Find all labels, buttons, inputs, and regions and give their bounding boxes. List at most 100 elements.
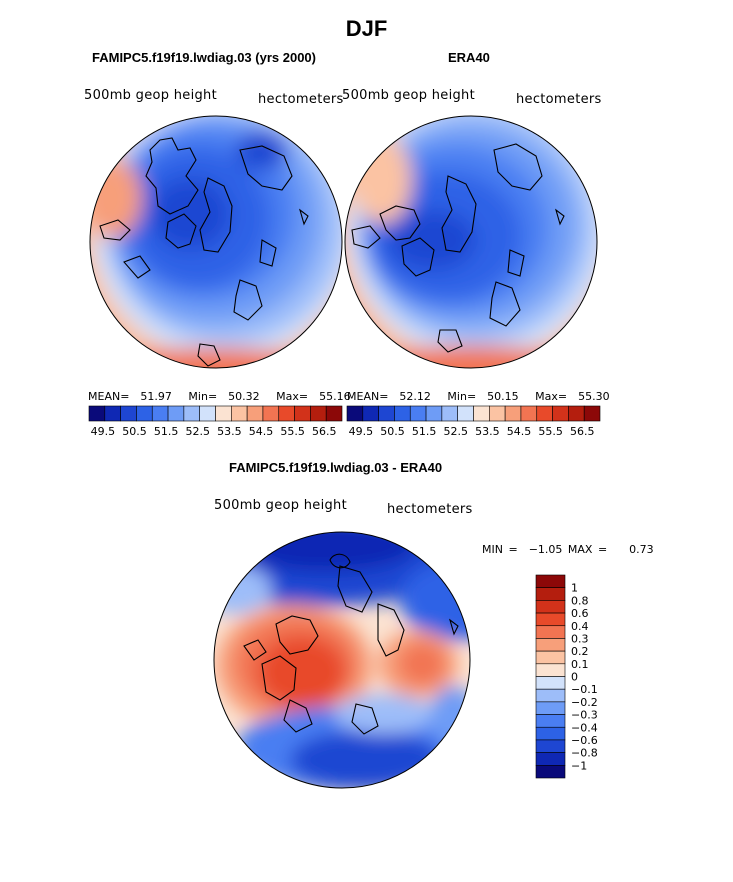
diff-colorbar-tick-label: 0 (571, 671, 578, 684)
diff-map (213, 531, 471, 789)
diff-max-value: 0.73 (629, 543, 654, 556)
diff-colorbar-swatch (535, 701, 566, 715)
obs-colorbar-tick-label: 50.5 (380, 425, 405, 438)
model-colorbar-tick-label: 49.5 (91, 425, 116, 438)
model-stats: MEAN= 51.97 Min= 50.32 Max= 55.16 (88, 390, 351, 403)
diff-colorbar-swatch (535, 765, 566, 779)
obs-colorbar-swatch (425, 405, 443, 422)
diff-colorbar-swatch (535, 726, 566, 741)
obs-colorbar-swatch (409, 405, 427, 422)
obs-map (344, 115, 598, 369)
model-colorbar-swatch (167, 405, 185, 422)
obs-colorbar-swatch (520, 405, 538, 422)
obs-colorbar-tick-label: 49.5 (349, 425, 374, 438)
model-colorbar-tick-label: 56.5 (312, 425, 337, 438)
diff-colorbar-swatch (535, 714, 566, 728)
diff-colorbar-tick-label: 0.1 (571, 658, 589, 671)
model-colorbar-swatch (120, 405, 137, 422)
diff-colorbar-swatch (535, 638, 566, 652)
diff-colorbar-swatch (535, 650, 566, 665)
obs-colorbar-swatch (362, 405, 379, 422)
obs-colorbar-tick-label: 55.5 (538, 425, 563, 438)
obs-variable-label: 500mb geop height (342, 88, 475, 103)
model-colorbar-tick-label: 52.5 (186, 425, 211, 438)
obs-colorbar-swatch (568, 405, 585, 422)
model-colorbar-tick-label: 51.5 (154, 425, 179, 438)
model-colorbar-tick-label: 53.5 (217, 425, 242, 438)
diff-stats: MIN = −1.05 MAX = 0.73 (482, 543, 654, 556)
model-colorbar-swatch (246, 405, 264, 422)
model-colorbar-swatch (104, 405, 121, 422)
diff-colorbar-swatch (535, 574, 566, 588)
model-colorbar-swatch (310, 405, 327, 422)
diff-colorbar-swatch (535, 625, 566, 639)
model-colorbar-swatch (136, 405, 153, 422)
diff-colorbar-swatch (535, 752, 566, 766)
diff-colorbar-tick-label: −0.8 (571, 747, 598, 760)
model-colorbar-swatch (231, 405, 248, 422)
model-mean-value: 51.97 (140, 390, 172, 403)
model-units-label: hectometers (258, 92, 344, 107)
obs-colorbar-swatch (378, 405, 395, 422)
obs-colorbar-swatch (473, 405, 490, 422)
model-colorbar-swatch (294, 405, 311, 422)
model-max-label: Max= (276, 390, 309, 403)
model-colorbar-tick-label: 55.5 (280, 425, 305, 438)
diff-colorbar-tick-label: −0.3 (571, 709, 598, 722)
obs-min-value: 50.15 (487, 390, 519, 403)
obs-colorbar-swatch (583, 405, 601, 422)
obs-colorbar-tick-label: 53.5 (475, 425, 500, 438)
diff-colorbar-tick-label: −0.2 (571, 696, 598, 709)
model-colorbar-swatch (325, 405, 343, 422)
model-colorbar: 49.5 50.5 51.5 52.5 53.5 54.5 55.5 56.5 (88, 405, 343, 438)
obs-units-label: hectometers (516, 92, 602, 107)
model-map (89, 115, 343, 369)
diff-colorbar-tick-label: −1 (571, 759, 587, 772)
obs-colorbar-swatch (346, 405, 364, 422)
diff-min-label: MIN = (482, 543, 518, 556)
diff-colorbar-tick-label: −0.1 (571, 683, 598, 696)
obs-min-label: Min= (447, 390, 477, 403)
diff-units-label: hectometers (387, 502, 473, 517)
diff-min-value: −1.05 (528, 543, 563, 556)
obs-max-label: Max= (535, 390, 568, 403)
model-colorbar-tick-label: 50.5 (122, 425, 147, 438)
model-variable-label: 500mb geop height (84, 88, 217, 103)
diff-panel-title: FAMIPC5.f19f19.lwdiag.03 - ERA40 (229, 460, 443, 475)
obs-colorbar-swatch (489, 405, 506, 422)
obs-colorbar: 49.5 50.5 51.5 52.5 53.5 54.5 55.5 56.5 (346, 405, 601, 438)
diff-colorbar: 10.80.60.40.30.20.10−0.1−0.2−0.3−0.4−0.6… (535, 574, 598, 779)
model-colorbar-tick-label: 54.5 (249, 425, 274, 438)
obs-colorbar-swatch (552, 405, 569, 422)
obs-stats: MEAN= 52.12 Min= 50.15 Max= 55.30 (347, 390, 610, 403)
diff-colorbar-tick-label: 1 (571, 582, 578, 595)
obs-colorbar-swatch (394, 405, 411, 422)
model-colorbar-swatch (183, 405, 200, 422)
diff-colorbar-swatch (535, 739, 566, 753)
diff-colorbar-tick-label: 0.3 (571, 632, 589, 645)
diff-colorbar-swatch (535, 600, 566, 614)
model-colorbar-swatch (262, 405, 280, 422)
model-colorbar-swatch (151, 405, 169, 422)
diff-colorbar-swatch (535, 612, 566, 627)
model-min-label: Min= (188, 390, 218, 403)
obs-colorbar-tick-label: 52.5 (444, 425, 469, 438)
diff-max-label: MAX = (567, 543, 608, 556)
obs-colorbar-swatch (536, 405, 553, 422)
obs-colorbar-tick-label: 54.5 (507, 425, 532, 438)
diff-colorbar-tick-label: −0.6 (571, 734, 598, 747)
figure-title: DJF (345, 16, 388, 41)
diff-colorbar-tick-label: 0.6 (571, 607, 589, 620)
model-colorbar-swatch (199, 405, 216, 422)
diff-variable-label: 500mb geop height (214, 498, 347, 513)
diff-colorbar-tick-label: 0.8 (571, 594, 589, 607)
diff-colorbar-tick-label: 0.4 (571, 620, 589, 633)
model-mean-label: MEAN= (88, 390, 130, 403)
model-max-value: 55.16 (319, 390, 351, 403)
obs-panel-title: ERA40 (448, 50, 490, 65)
model-colorbar-swatch (278, 405, 295, 422)
diff-colorbar-swatch (535, 587, 566, 601)
obs-mean-value: 52.12 (399, 390, 431, 403)
diff-colorbar-swatch (535, 663, 566, 677)
